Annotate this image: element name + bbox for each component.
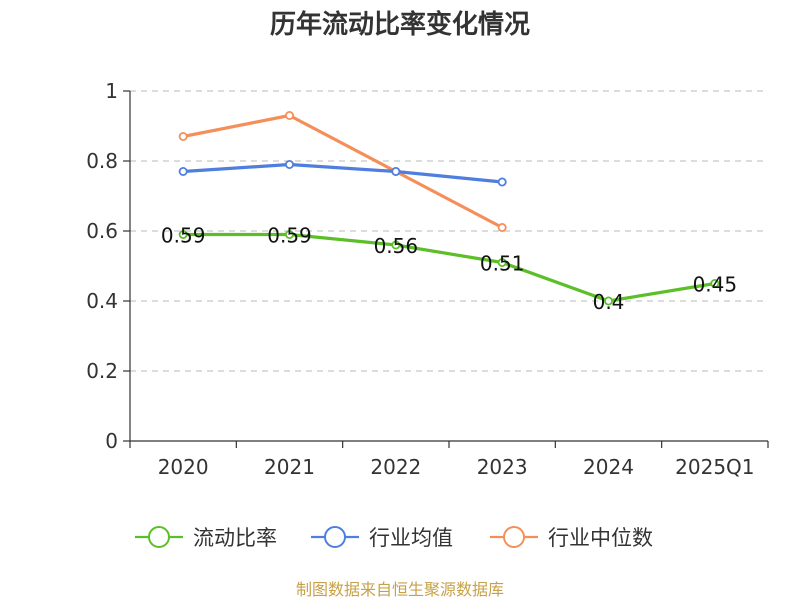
data-labels: 0.59 0.59 0.56 0.51 0.4 0.45 [161,224,737,315]
x-tick-label-2025Q1: 2025Q1 [675,455,754,479]
x-tick-label-2022: 2022 [370,455,421,479]
data-label-2025Q1: 0.45 [693,273,738,297]
grid-lines [130,90,768,372]
data-label-2023: 0.51 [480,252,525,276]
series-1-point-2020[interactable] [178,166,188,176]
series-0-point-2023[interactable] [497,257,507,267]
series-2-point-2020[interactable] [178,131,188,141]
series-0-point-2022[interactable] [391,240,401,250]
series-1-point-2022[interactable] [391,166,401,176]
series-line-1 [181,162,504,184]
data-label-2022: 0.56 [374,234,419,258]
legend-marker-icon-2 [503,526,525,548]
y-tick-label-2: 0.4 [86,289,118,313]
series-line-2 [181,113,504,230]
x-tick-label-2020: 2020 [158,455,209,479]
x-tick-label-2021: 2021 [264,455,315,479]
series-1-point-2021[interactable] [284,159,294,169]
series-2-point-2023[interactable] [497,222,507,232]
y-tick-label-0: 0 [105,429,118,453]
y-tick-label-4: 0.8 [86,149,118,173]
legend-marker-icon-0 [148,526,170,548]
series-1-point-2023[interactable] [497,177,507,187]
data-source-note: 制图数据来自恒生聚源数据库 [296,580,504,599]
legend-item-2[interactable]: 行业中位数 [490,526,653,550]
y-tick-label-3: 0.6 [86,219,118,243]
data-label-2021: 0.59 [267,224,312,248]
series-2-point-2021[interactable] [284,111,294,121]
legend-label-0: 流动比率 [193,526,277,550]
legend-label-2: 行业中位数 [548,526,653,550]
y-tick-label-5: 1 [105,79,118,103]
series-line-0 [181,232,717,303]
series-2 [178,111,507,232]
series-0-point-2025Q1[interactable] [710,278,720,288]
chart-title: 历年流动比率变化情况 [270,9,530,40]
series-1 [178,159,507,187]
legend-item-1[interactable]: 行业均值 [311,526,453,550]
data-label-2024: 0.4 [593,290,625,314]
legend-label-1: 行业均值 [369,526,453,550]
series-lines [178,111,720,306]
legend-item-0[interactable]: 流动比率 [135,526,277,550]
legend-marker-icon-1 [324,526,346,548]
data-label-2020: 0.59 [161,224,206,248]
series-0-point-2020[interactable] [178,229,188,239]
y-tick-label-1: 0.2 [86,359,118,383]
x-tick-label-2024: 2024 [583,455,634,479]
series-0 [178,229,720,306]
legend[interactable]: 流动比率 行业均值 行业中位数 [135,526,653,550]
x-tick-label-2023: 2023 [477,455,528,479]
series-0-point-2024[interactable] [604,296,614,306]
axes: 0 0.2 0.4 0.6 0.8 1 2020 2021 2022 2023 2024 2025Q1 [86,79,769,479]
series-0-point-2021[interactable] [284,229,294,239]
